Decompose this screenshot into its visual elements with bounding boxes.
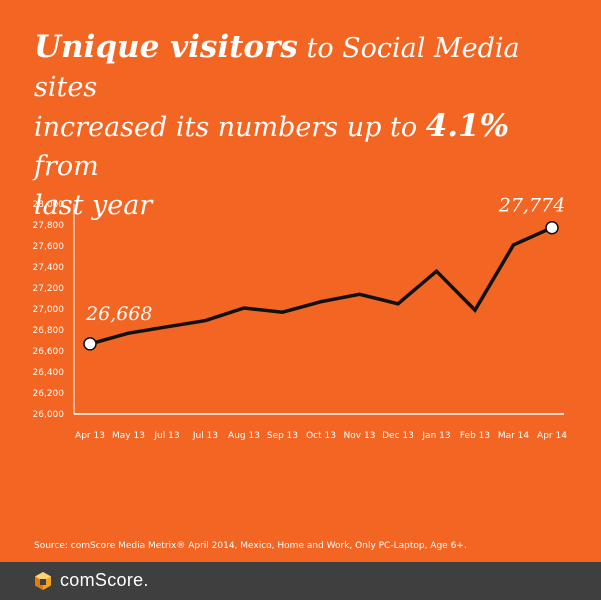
data-point-marker (545, 220, 559, 235)
x-axis: Apr 13 May 13 Jul 13 Jul 13 Aug 13 Sep 13 Oct … (75, 431, 567, 441)
data-markers (83, 220, 559, 351)
headline-line2-prefix: increased its numbers up to (34, 112, 426, 143)
y-tick-label: 26,600 (33, 347, 65, 357)
data-label: 26,668 (85, 303, 152, 325)
y-tick-label: 27,400 (33, 263, 65, 273)
headline-line1-rest: to Social Media sites (34, 33, 520, 103)
x-tick-label: Apr 14 (537, 431, 567, 441)
x-tick-label: Jul 13 (192, 431, 218, 441)
y-tick-label: 26,200 (33, 389, 65, 399)
data-label: 27,774 (498, 195, 565, 217)
x-tick-label: Aug 13 (228, 431, 260, 441)
source-note: Source: comScore Media Metrix® April 201… (34, 541, 467, 551)
x-tick-label: Mar 14 (498, 431, 530, 441)
data-point-marker (83, 337, 97, 351)
y-tick-label: 27,000 (33, 305, 65, 315)
headline: Unique visitors to Social Media sites in… (34, 28, 574, 225)
x-tick-label: May 13 (112, 431, 145, 441)
x-tick-label: Oct 13 (306, 431, 336, 441)
y-tick-label: 26,400 (33, 368, 65, 378)
headline-percent: 4.1% (425, 108, 510, 144)
headline-line2-suffix: from (34, 151, 99, 182)
y-tick-label: 27,200 (33, 284, 65, 294)
y-tick-label: 27,800 (33, 221, 65, 231)
x-tick-label: Jan 13 (421, 431, 450, 441)
x-tick-label: Nov 13 (344, 431, 376, 441)
y-axis: 26,000 26,200 26,400 26,600 26,800 27,000 27,2… (33, 200, 65, 420)
logo-wordmark: comScore. (60, 570, 149, 590)
y-tick-label: 26,000 (33, 410, 65, 420)
x-tick-label: Jul 13 (153, 431, 179, 441)
line-chart: 26,000 26,200 26,400 26,600 26,800 27,000 27,2… (33, 195, 568, 441)
x-tick-label: Dec 13 (382, 431, 414, 441)
x-tick-label: Sep 13 (267, 431, 298, 441)
x-tick-label: Apr 13 (75, 431, 105, 441)
headline-line3: last year (34, 190, 153, 221)
x-tick-label: Feb 13 (460, 431, 490, 441)
y-tick-label: 26,800 (33, 326, 65, 336)
y-tick-label: 28,000 (33, 200, 65, 210)
comscore-logo-icon (35, 572, 51, 590)
footer-bar: comScore. (0, 562, 601, 600)
series-line (89, 226, 553, 346)
headline-emphasis: Unique visitors (34, 29, 298, 65)
data-labels: 26,668 27,774 (85, 195, 565, 325)
y-tick-label: 27,600 (33, 242, 65, 252)
